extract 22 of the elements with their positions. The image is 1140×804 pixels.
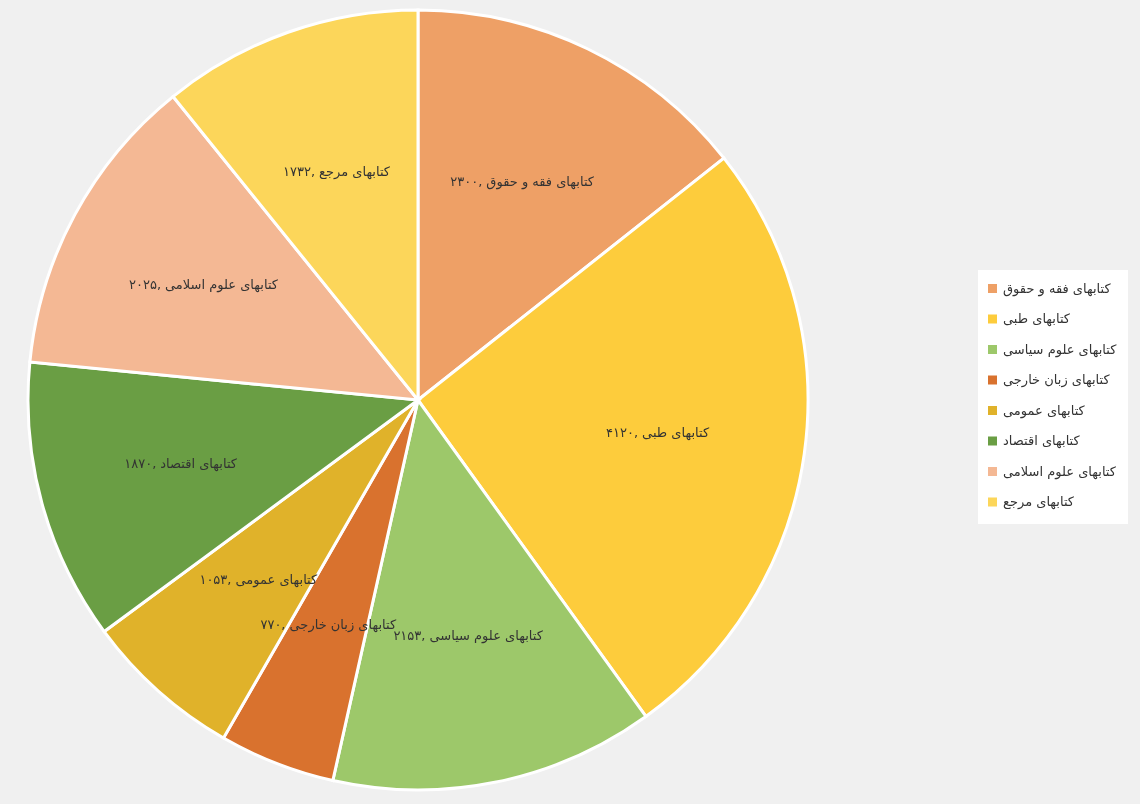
data-label: ۱۸۷۰, [124,455,157,471]
data-label: ۲۳۰۰, [450,173,483,189]
legend-label: کتابهای عمومی [1003,402,1086,419]
legend-label: کتابهای علوم سیاسی [1003,341,1118,358]
legend-label: کتابهای زبان خارجی [1003,372,1111,388]
legend-label: کتابهای مرجع [1003,494,1075,510]
slice-label: کتابهای فقه و حقوق [486,173,595,190]
data-label: ۷۷۰, [260,616,286,632]
data-label: ۱۷۳۲, [282,163,316,179]
legend-label: کتابهای طبی [1003,311,1071,327]
legend-label: کتابهای علوم اسلامی [1003,463,1117,480]
slice-label: کتابهای علوم سیاسی [429,628,544,645]
data-label: ۴۱۲۰, [606,424,639,440]
legend-label: کتابهای اقتصاد [1003,433,1081,449]
slice-label: کتابهای اقتصاد [160,455,238,472]
slice-label: کتابهای طبی [642,424,710,441]
legend-label: کتابهای فقه و حقوق [1003,280,1112,297]
slice-label: کتابهای مرجع [319,163,391,180]
data-label: ۲۰۲۵, [128,276,162,292]
data-label: ۲۱۵۳, [393,628,426,644]
data-label: ۱۰۵۳, [199,571,232,587]
slice-label: کتابهای علوم اسلامی [165,276,279,293]
